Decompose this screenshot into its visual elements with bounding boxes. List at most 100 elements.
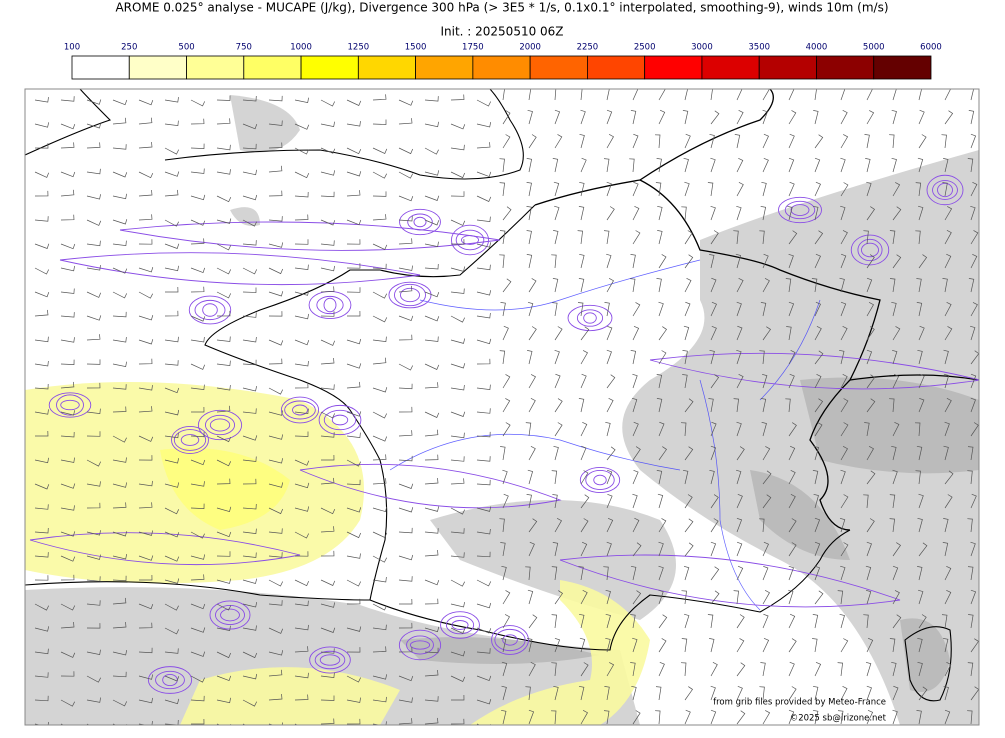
barb: [216, 336, 231, 342]
barb: [630, 662, 636, 677]
barb: [629, 278, 636, 293]
colorbar-level: 250: [121, 43, 137, 53]
barb: [398, 646, 413, 653]
barb: [658, 421, 665, 437]
barb: [814, 517, 821, 533]
barb: [526, 158, 533, 173]
barb: [526, 230, 532, 245]
barb: [164, 219, 180, 227]
barb: [321, 454, 335, 461]
contour: [202, 303, 218, 317]
barb: [967, 446, 974, 461]
barb: [658, 326, 667, 341]
barb: [372, 119, 387, 125]
barb: [346, 697, 361, 703]
barb: [603, 566, 609, 581]
barb: [476, 312, 491, 319]
contour: [388, 281, 432, 309]
barb: [268, 552, 283, 558]
barb: [398, 238, 413, 245]
barb: [892, 89, 897, 101]
barb: [914, 422, 921, 437]
barb: [710, 205, 716, 221]
barb: [814, 565, 821, 581]
barb: [138, 214, 153, 221]
barb: [579, 181, 585, 197]
barb: [606, 109, 613, 125]
contour: [413, 216, 427, 228]
barb: [528, 614, 538, 629]
barb: [372, 387, 388, 393]
barb: [372, 147, 388, 154]
barb: [190, 99, 206, 107]
barb: [606, 325, 613, 341]
barb: [684, 686, 693, 701]
contour: [155, 670, 185, 690]
contour: [309, 646, 351, 674]
map-frame: [24, 88, 980, 726]
barb: [813, 110, 819, 125]
barb: [839, 349, 845, 365]
barb: [970, 205, 976, 221]
barb: [242, 312, 257, 318]
barb: [190, 286, 205, 293]
barb: [554, 205, 560, 221]
barb: [34, 603, 50, 611]
barb: [683, 157, 689, 173]
barb: [450, 384, 465, 391]
barb: [501, 661, 508, 677]
barb: [190, 627, 206, 633]
contour: [119, 221, 501, 251]
barb: [476, 290, 492, 296]
barb: [760, 662, 766, 677]
barb: [499, 254, 505, 269]
barb: [658, 518, 667, 533]
barb: [164, 97, 179, 103]
barb: [164, 555, 180, 562]
barb: [735, 253, 742, 269]
barb: [320, 718, 335, 725]
barb: [242, 435, 258, 441]
barb: [34, 457, 49, 464]
barb: [294, 239, 309, 245]
barb: [889, 398, 895, 413]
barb: [944, 110, 954, 125]
barb: [216, 291, 232, 299]
barb: [892, 614, 902, 629]
barb: [839, 613, 845, 629]
barb: [864, 134, 870, 149]
copyright: ©2025 sb@irizone.net: [790, 714, 887, 724]
barb: [294, 290, 310, 296]
barb: [892, 254, 902, 269]
barb: [294, 506, 310, 512]
barb: [762, 157, 769, 173]
barb: [580, 326, 590, 341]
barb: [655, 710, 661, 725]
barb: [632, 446, 641, 461]
barb: [736, 157, 744, 173]
barb: [682, 469, 689, 485]
colorbar-level: 1000: [290, 43, 312, 53]
contour: [790, 204, 810, 216]
title: AROME 0.025° analyse - MUCAPE (J/kg), Di…: [115, 1, 888, 15]
barb: [86, 240, 101, 247]
barb: [346, 263, 361, 269]
barb: [398, 622, 413, 629]
barb: [762, 710, 771, 725]
barb: [527, 301, 534, 317]
barb: [967, 470, 973, 485]
barb: [60, 243, 76, 250]
barb: [398, 718, 413, 725]
contour: [455, 229, 485, 251]
barb: [866, 541, 872, 557]
barb: [944, 326, 953, 341]
barb: [398, 285, 413, 293]
barb: [138, 406, 153, 413]
barb: [112, 384, 127, 390]
barb: [710, 590, 720, 605]
barb: [812, 470, 819, 485]
barb: [526, 494, 532, 509]
barb: [190, 384, 205, 390]
barb: [398, 455, 413, 462]
barb: [476, 99, 492, 107]
